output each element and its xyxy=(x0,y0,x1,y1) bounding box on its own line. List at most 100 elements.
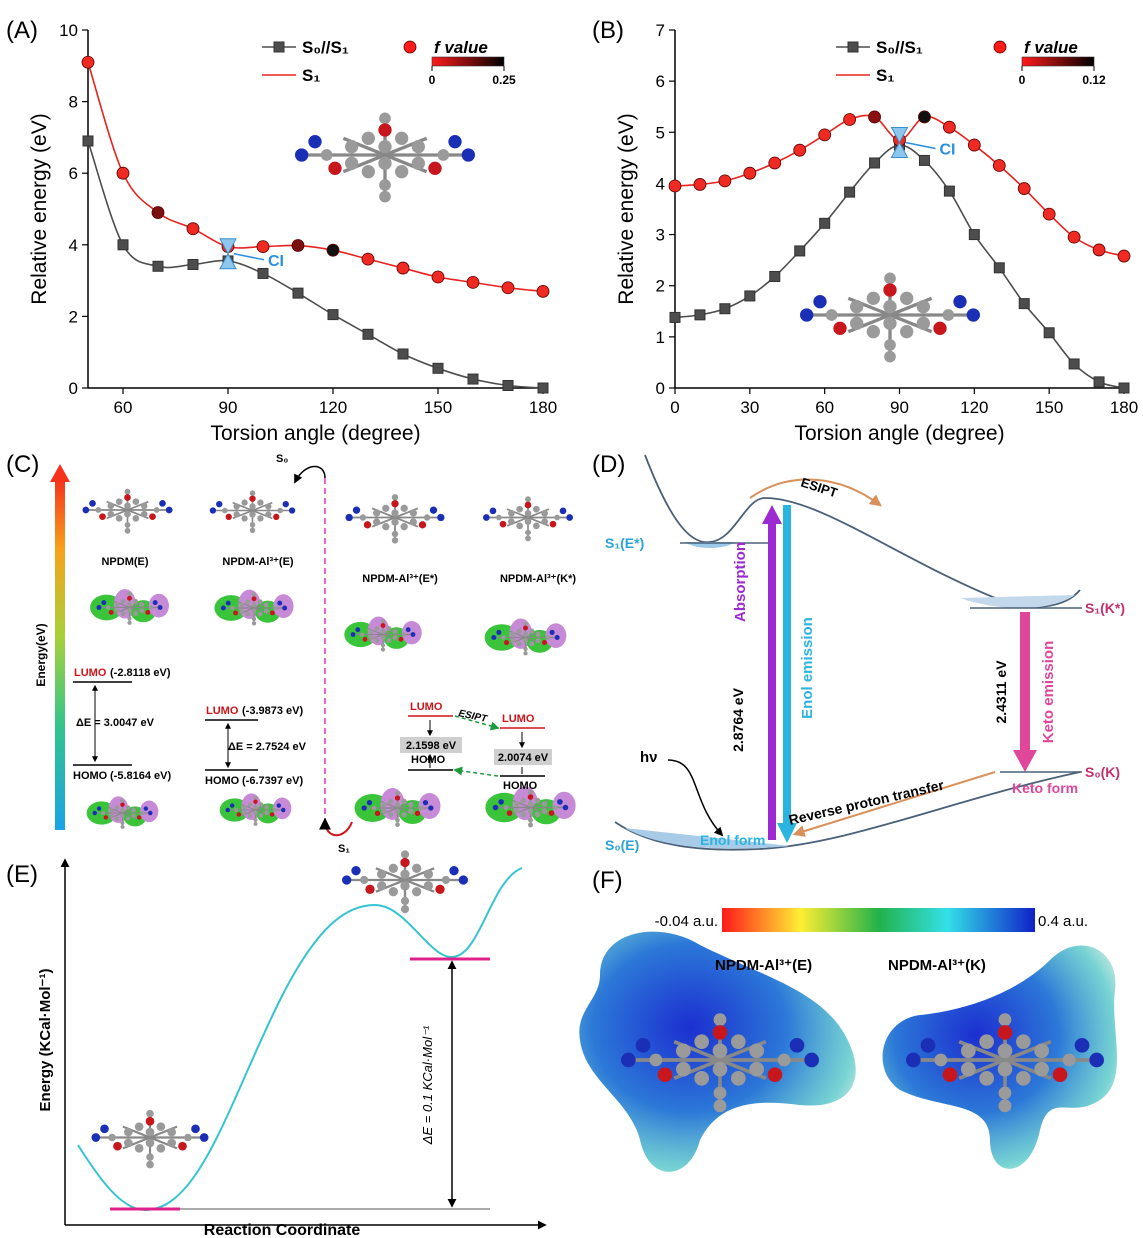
y-tick-label: 0 xyxy=(69,379,78,398)
panel-d: S₁(E*) S₁(K*) S₀(K) S₀(E) Absorption Eno… xyxy=(605,455,1125,853)
marker xyxy=(695,310,705,320)
y-tick-label: 2 xyxy=(69,307,78,326)
y-tick-label: 5 xyxy=(656,123,665,142)
orbital xyxy=(485,619,567,656)
marker xyxy=(918,111,930,123)
form-label: Keto form xyxy=(1012,780,1078,796)
marker xyxy=(1119,383,1129,393)
x-tick-label: 180 xyxy=(529,398,557,417)
marker xyxy=(257,241,269,253)
marker xyxy=(1068,231,1080,243)
marker xyxy=(769,157,781,169)
marker xyxy=(819,129,831,141)
colorbar-label: f value xyxy=(434,38,488,57)
y-tick-label: 0 xyxy=(656,379,665,398)
y-tick-label: 2 xyxy=(656,277,665,296)
marker xyxy=(404,41,416,53)
y-tick-label: 4 xyxy=(69,236,78,255)
panel-label: (D) xyxy=(592,451,625,478)
marker xyxy=(919,155,929,165)
absorption-arrow xyxy=(768,522,776,840)
gap-label: 2.0074 eV xyxy=(498,752,549,764)
marker xyxy=(968,139,980,151)
lumo-label: LUMO xyxy=(206,705,239,717)
orbital xyxy=(214,590,293,626)
energy-arrowhead xyxy=(50,464,70,482)
marker xyxy=(694,178,706,190)
homo-energy: (-5.8164 eV) xyxy=(110,770,171,782)
marker xyxy=(118,240,128,250)
panel-label: (F) xyxy=(592,867,623,894)
absorption-label: Absorption xyxy=(732,542,749,622)
marker xyxy=(188,259,198,269)
x-tick-label: 90 xyxy=(219,398,238,417)
marker xyxy=(328,310,338,320)
panel-e: ΔE = 0.1 KCal·Mol⁻¹ Energy (KCal·Mol⁻¹) … xyxy=(37,850,545,1238)
marker xyxy=(943,121,955,133)
axis-label: Energy(eV) xyxy=(34,623,48,686)
marker xyxy=(670,312,680,322)
ci-label: CI xyxy=(268,253,284,270)
homo-label: HOMO xyxy=(503,780,538,792)
enol-emission-label: Enol emission xyxy=(799,617,816,719)
orbital xyxy=(220,793,292,826)
molecule-name: NPDM-Al³⁺(K*) xyxy=(500,573,576,585)
panel-label: (C) xyxy=(6,451,39,478)
keto-emission-label: Keto emission xyxy=(1040,641,1057,744)
molecule xyxy=(210,490,296,533)
x-tick-label: 30 xyxy=(740,398,759,417)
marker xyxy=(820,218,830,228)
marker xyxy=(845,187,855,197)
marker xyxy=(83,136,93,146)
orbital xyxy=(355,788,441,827)
esp-colorbar xyxy=(722,908,1035,932)
s0-arrow xyxy=(295,466,325,482)
marker xyxy=(869,111,881,123)
state-label: S₁(E*) xyxy=(605,535,644,551)
series-line xyxy=(675,145,1124,388)
x-tick-label: 60 xyxy=(815,398,834,417)
y-tick-label: 1 xyxy=(656,328,665,347)
energy-curve xyxy=(78,868,522,1210)
marker xyxy=(1019,299,1029,309)
marker xyxy=(720,304,730,314)
marker xyxy=(993,160,1005,172)
marker xyxy=(1094,377,1104,387)
x-tick-label: 120 xyxy=(319,398,347,417)
marker xyxy=(1118,250,1130,262)
excited-state-curve xyxy=(645,455,1080,607)
molecule xyxy=(346,494,445,544)
panel-f: -0.04 a.u. 0.4 a.u. NPDM-Al³⁺(E) NPDM-Al… xyxy=(579,908,1117,1172)
marker xyxy=(844,114,856,126)
marker xyxy=(258,268,268,278)
well-fill xyxy=(960,595,1075,608)
marker xyxy=(397,262,409,274)
scale-min: -0.04 a.u. xyxy=(655,913,718,930)
marker xyxy=(1043,208,1055,220)
colorbar-tick-label: 0 xyxy=(429,73,436,87)
state-label: S₀(K) xyxy=(1085,764,1120,780)
ci-label: CI xyxy=(940,142,956,159)
marker xyxy=(152,207,164,219)
molecule xyxy=(483,496,573,541)
homo-label: HOMO xyxy=(73,770,108,782)
molecule-name: NPDM-Al³⁺(K) xyxy=(888,957,986,974)
molecule-name: NPDM-Al³⁺(E) xyxy=(715,957,812,974)
homo-energy: (-6.7397 eV) xyxy=(242,775,303,787)
colorbar-label: f value xyxy=(1024,38,1078,57)
back-arrow xyxy=(455,770,498,776)
gap-label: ΔE = 0.1 KCal·Mol⁻¹ xyxy=(420,1025,435,1145)
s1-arrow xyxy=(325,820,352,835)
panel-label: (B) xyxy=(592,17,624,44)
colorbar-tick-label: 0.25 xyxy=(492,73,516,87)
colorbar xyxy=(432,57,504,66)
marker xyxy=(467,276,479,288)
gap-label: 2.4311 eV xyxy=(993,660,1009,724)
marker xyxy=(398,349,408,359)
marker xyxy=(538,383,548,393)
x-axis-label: Torsion angle (degree) xyxy=(210,422,420,445)
orbital xyxy=(87,796,159,829)
x-tick-label: 150 xyxy=(1035,398,1063,417)
marker xyxy=(293,288,303,298)
reverse-label: Reverse proton transfer xyxy=(787,777,946,828)
